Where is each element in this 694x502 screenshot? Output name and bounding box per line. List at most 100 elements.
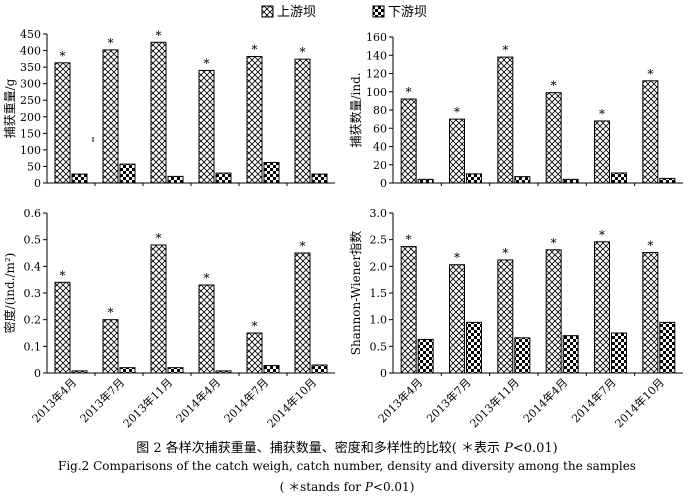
bar-upstream bbox=[150, 244, 167, 374]
x-tick-label: 2014年10月 bbox=[264, 375, 319, 430]
significance-marker: * bbox=[454, 105, 460, 119]
legend-swatch-upstream bbox=[261, 5, 274, 18]
bar-downstream bbox=[417, 338, 434, 374]
y-tick-label: 100 bbox=[366, 86, 387, 99]
bar-upstream bbox=[400, 98, 417, 184]
bar-downstream bbox=[514, 176, 531, 184]
y-tick-label: 0.1 bbox=[24, 340, 42, 353]
bar-downstream bbox=[263, 365, 280, 374]
legend-label-upstream: 上游坝 bbox=[277, 5, 316, 20]
significance-marker: * bbox=[406, 85, 412, 99]
x-tick-label: 2014年10月 bbox=[612, 375, 667, 430]
significance-marker: * bbox=[647, 238, 653, 252]
significance-marker: * bbox=[108, 306, 114, 320]
significance-marker: * bbox=[252, 319, 258, 333]
x-tick-label: 2014年4月 bbox=[520, 375, 570, 425]
caption-english: Fig.2 Comparisons of the catch weigh, ca… bbox=[58, 459, 636, 473]
y-tick-label: 300 bbox=[20, 78, 41, 91]
bar-downstream bbox=[119, 367, 136, 374]
y-tick-label: 20 bbox=[373, 159, 387, 172]
bar-upstream bbox=[400, 246, 417, 374]
x-tick-label: 2014年4月 bbox=[173, 375, 223, 425]
y-axis-title: 捕获数量/ind. bbox=[348, 72, 363, 147]
bar-downstream bbox=[311, 173, 328, 184]
y-tick-label: 2.0 bbox=[370, 260, 388, 273]
bar-downstream bbox=[311, 364, 328, 374]
bar-downstream bbox=[71, 370, 88, 374]
y-axis-title: Shannon-Wiener指数 bbox=[348, 231, 363, 356]
y-tick-label: 250 bbox=[20, 94, 41, 107]
bar-downstream bbox=[611, 172, 627, 184]
y-tick-label: 1.0 bbox=[370, 314, 388, 327]
bar-upstream bbox=[54, 281, 71, 374]
bar-downstream bbox=[611, 332, 627, 374]
bar-upstream bbox=[497, 56, 514, 184]
bar-downstream bbox=[466, 321, 482, 374]
bar-downstream bbox=[659, 177, 676, 184]
bar-upstream bbox=[54, 62, 71, 184]
significance-marker: * bbox=[204, 56, 210, 70]
panel-density: 0 0.1 0.2 0.3 0.4 0.5 0.6 密度/(ind./m²) * 2013年4月 *… bbox=[2, 207, 335, 430]
y-tick-label: 160 bbox=[366, 31, 387, 44]
bar-upstream bbox=[198, 284, 215, 374]
caption-chinese: 图 2 各样次捕获重量、捕获数量、密度和多样性的比较( ＊表示 P<0.01) bbox=[0, 437, 694, 456]
bar-upstream bbox=[102, 49, 119, 184]
significance-marker: * bbox=[502, 246, 508, 260]
significance-marker: * bbox=[156, 28, 162, 42]
y-tick-label: 200 bbox=[20, 111, 41, 124]
y-tick-label: 0 bbox=[380, 367, 387, 380]
y-tick-label: 0 bbox=[34, 177, 41, 190]
y-tick-label: 400 bbox=[20, 45, 41, 58]
x-tick-label: 2013年4月 bbox=[29, 375, 79, 425]
significance-marker: * bbox=[204, 271, 210, 285]
bar-upstream bbox=[294, 252, 311, 374]
bar-upstream bbox=[642, 251, 659, 374]
bar-upstream bbox=[246, 56, 263, 184]
y-tick-label: 1.5 bbox=[370, 287, 388, 300]
y-tick-label: 0.5 bbox=[24, 234, 42, 247]
y-tick-label: 140 bbox=[366, 49, 387, 62]
caption-zh-p: P bbox=[504, 441, 513, 456]
bar-upstream bbox=[102, 319, 119, 374]
bar-downstream bbox=[263, 161, 280, 184]
bar-downstream bbox=[215, 172, 232, 184]
legend: 上游坝 下游坝 bbox=[261, 5, 427, 20]
y-axis-title: 密度/(ind./m²) bbox=[2, 253, 17, 334]
bar-downstream bbox=[659, 321, 676, 374]
bar-upstream bbox=[594, 120, 610, 184]
y-tick-label: 0.6 bbox=[24, 207, 42, 220]
bar-downstream bbox=[167, 367, 184, 374]
legend-swatch-downstream bbox=[372, 5, 385, 18]
bar-downstream bbox=[562, 178, 579, 184]
y-axis-title: 捕获重量/g bbox=[2, 78, 17, 138]
bar-upstream bbox=[545, 249, 562, 374]
x-tick-label: 2013年7月 bbox=[423, 375, 473, 425]
panel-catch-weight: 0 50 100 150 200 250 300 350 400 450 捕获重量/g * * * * * * bbox=[2, 28, 335, 190]
significance-marker: * bbox=[108, 36, 114, 50]
caption-zh-main: 图 2 各样次捕获重量、捕获数量、密度和多样性的比较( ＊表示 bbox=[136, 441, 505, 456]
y-tick-label: 350 bbox=[20, 61, 41, 74]
significance-marker: * bbox=[406, 233, 412, 247]
y-tick-label: 0 bbox=[380, 177, 387, 190]
legend-item-upstream: 上游坝 bbox=[261, 5, 316, 20]
significance-marker: * bbox=[60, 49, 66, 63]
significance-marker: * bbox=[551, 79, 557, 93]
significance-marker: * bbox=[300, 45, 306, 59]
bar-upstream bbox=[246, 332, 263, 374]
bar-upstream bbox=[594, 241, 610, 374]
y-tick-label: 50 bbox=[27, 160, 41, 173]
legend-label-downstream: 下游坝 bbox=[388, 5, 427, 20]
y-tick-label: 100 bbox=[20, 144, 41, 157]
bar-downstream bbox=[466, 173, 482, 184]
y-tick-label: 150 bbox=[20, 127, 41, 140]
caption-en-pre: ( ＊stands for bbox=[279, 480, 365, 494]
y-tick-label: 2.5 bbox=[370, 234, 388, 247]
significance-marker: * bbox=[300, 239, 306, 253]
bar-upstream bbox=[545, 92, 562, 184]
bar-downstream bbox=[514, 337, 531, 374]
caption-english-note: ( ＊stands for P<0.01) bbox=[0, 478, 694, 495]
significance-marker: * bbox=[156, 231, 162, 245]
bar-upstream bbox=[198, 69, 215, 184]
y-tick-label: 0.2 bbox=[24, 314, 42, 327]
